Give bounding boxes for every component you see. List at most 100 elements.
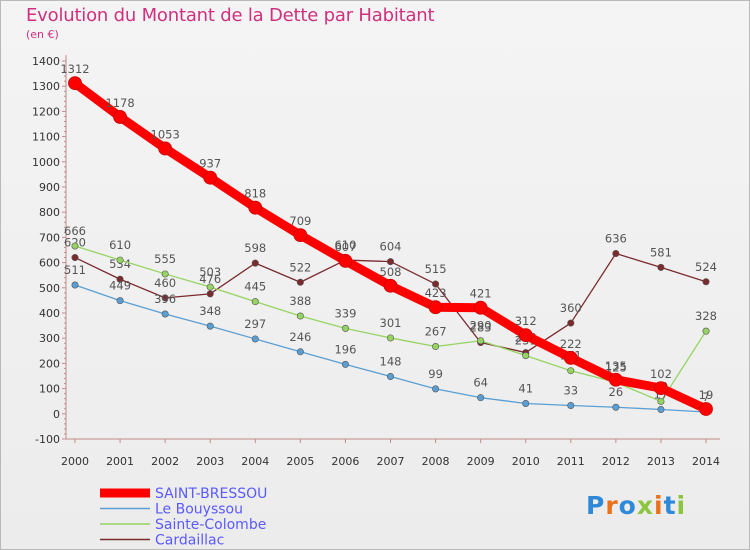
data-label: 1312 [60,62,89,76]
data-point [206,322,214,330]
data-point [432,385,440,393]
data-label: 476 [199,272,221,286]
data-label: 524 [695,260,717,274]
data-point [567,319,575,327]
data-point [386,334,394,342]
x-tick-label: 2010 [512,455,540,468]
data-label: 534 [109,257,131,271]
data-label: 508 [380,265,402,279]
data-point [296,312,304,320]
data-point [702,278,710,286]
data-label: 709 [289,214,311,228]
data-label: 598 [244,241,266,255]
data-point [116,256,124,264]
logo-letter: t [663,491,677,520]
data-point [612,403,620,411]
x-tick-label: 2004 [241,455,269,468]
data-point [563,350,578,365]
data-point [206,290,214,298]
data-label: 1053 [151,127,180,141]
data-label: 515 [425,262,447,276]
data-point [522,352,530,360]
data-label: 396 [154,292,176,306]
data-point [428,300,443,315]
data-label: 555 [154,252,176,266]
data-point [71,242,79,250]
data-label: 99 [428,367,443,381]
logo-letter: i [654,491,664,520]
data-label: 607 [334,240,356,254]
data-point [432,280,440,288]
data-label: 666 [64,224,86,238]
data-point [341,324,349,332]
data-label: 348 [199,304,221,318]
logo-letter: o [618,491,637,520]
x-tick-label: 2001 [106,455,134,468]
legend-label: Sainte-Colombe [155,517,266,533]
y-tick-label: 700 [39,231,60,244]
data-point [248,200,263,215]
y-tick-label: 1400 [32,55,60,68]
data-point [293,228,308,243]
logo-letter: i [676,491,687,520]
data-point [612,250,620,258]
data-point [68,76,82,91]
data-label: 636 [605,232,627,246]
data-point [477,337,485,345]
data-point [386,373,394,381]
chart-subtitle: (en €) [26,28,59,41]
x-tick-label: 2003 [196,455,224,468]
data-point [203,170,218,185]
x-tick-label: 2002 [151,455,179,468]
data-label: 41 [518,381,533,395]
data-label: 818 [244,187,266,201]
data-point [522,399,530,407]
data-point [161,294,169,302]
y-tick-label: 1200 [32,105,60,118]
legend-label: SAINT-BRESSOU [155,486,267,502]
data-point [71,281,79,289]
proxiti-logo: Proxiti [586,491,686,520]
data-point [702,327,710,335]
data-label: 301 [380,316,402,330]
y-tick-label: 300 [39,332,60,345]
y-tick-label: 600 [39,257,60,270]
data-point [71,254,79,262]
data-label: 135 [605,359,627,373]
data-label: 290 [470,319,492,333]
x-tick-label: 2009 [467,455,495,468]
data-label: 125 [605,360,627,374]
data-label: 246 [289,330,311,344]
y-tick-label: 0 [53,408,60,421]
data-point [206,283,214,291]
data-point [654,381,668,395]
y-tick-label: 1000 [32,156,60,169]
data-label: 148 [380,355,402,369]
chart-title: Evolution du Montant de la Dette par Hab… [26,5,435,26]
data-point [699,402,713,416]
data-point [386,258,394,266]
x-tick-label: 2006 [331,455,359,468]
data-label: 1178 [105,96,134,110]
logo-letter: P [586,491,606,520]
data-label: 460 [154,276,176,290]
data-label: 328 [695,309,717,323]
data-label: 388 [289,294,311,308]
data-label: 511 [64,263,86,277]
data-point [432,343,440,351]
data-point [567,401,575,409]
y-tick-label: 100 [39,383,60,396]
y-tick-label: 1100 [32,131,60,144]
x-tick-label: 2014 [692,455,720,468]
data-label: 604 [380,240,402,254]
data-point [116,297,124,305]
data-label: 267 [425,325,447,339]
data-point [341,360,349,368]
data-label: 297 [244,317,266,331]
data-point [113,110,127,124]
data-point [161,310,169,318]
x-tick-label: 2008 [422,455,450,468]
y-tick-label: 1300 [32,80,60,93]
data-label: 360 [560,301,582,315]
